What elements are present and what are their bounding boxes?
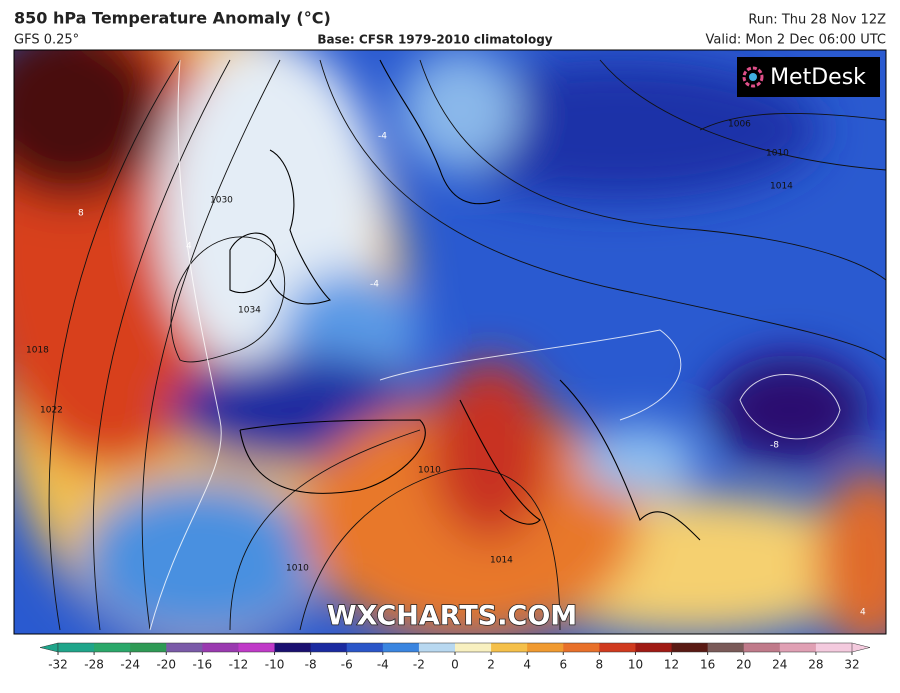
colorbar-label: 24 bbox=[772, 658, 787, 672]
contour-label: 1010 bbox=[286, 564, 309, 574]
colorbar-segment bbox=[166, 643, 203, 652]
logo: MetDesk bbox=[770, 65, 866, 90]
colorbar-label: 4 bbox=[523, 658, 531, 672]
colorbar-segment bbox=[346, 643, 384, 652]
colorbar-label: -16 bbox=[193, 658, 213, 672]
colorbar: -32 -28 -24 -20 -16 -12 -10 -8 -6 -4 -2 0 2 4 6 8 10 12 16… bbox=[39, 642, 871, 672]
logo-mark bbox=[742, 66, 764, 88]
contour-label: 1022 bbox=[40, 406, 63, 416]
contour-label: -4 bbox=[378, 132, 387, 142]
contour-label: 1006 bbox=[728, 120, 751, 130]
title: 850 hPa Temperature Anomaly (°C) bbox=[14, 9, 331, 28]
colorbar-segment bbox=[671, 643, 709, 652]
colorbar-segment bbox=[382, 643, 420, 652]
colorbar-segment bbox=[635, 643, 673, 652]
contour-label: -4 bbox=[370, 280, 379, 290]
colorbar-segment bbox=[779, 643, 817, 652]
contour-label: 1010 bbox=[766, 149, 789, 159]
coastlines bbox=[229, 59, 701, 541]
colorbar-end bbox=[851, 642, 871, 653]
colorbar-segment bbox=[202, 643, 239, 652]
colorbar-label: -12 bbox=[229, 658, 249, 672]
watermark: WXCHARTS.COM bbox=[327, 601, 577, 632]
colorbar-label: 20 bbox=[736, 658, 751, 672]
colorbar-segment bbox=[238, 643, 276, 652]
colorbar-segment bbox=[455, 643, 492, 652]
colorbar-segment bbox=[599, 643, 636, 652]
colorbar-segment bbox=[418, 643, 456, 652]
contour-label: 8 bbox=[78, 209, 84, 219]
colorbar-label: 10 bbox=[628, 658, 643, 672]
colorbar-label: 2 bbox=[487, 658, 495, 672]
colorbar-label: 0 bbox=[451, 658, 459, 672]
contour-label: 1030 bbox=[210, 196, 233, 206]
colorbar-label: -10 bbox=[265, 658, 285, 672]
model: GFS 0.25° bbox=[14, 33, 79, 48]
colorbar-segment bbox=[743, 643, 781, 652]
map-frame bbox=[13, 49, 887, 635]
contour-label: 1018 bbox=[26, 346, 49, 356]
contour-label: 4 bbox=[860, 608, 866, 618]
colorbar-label: 32 bbox=[844, 658, 859, 672]
colorbar-segment bbox=[707, 643, 745, 652]
isobars bbox=[48, 59, 886, 631]
colorbar-label: -32 bbox=[48, 658, 68, 672]
colorbar-label: -4 bbox=[377, 658, 389, 672]
run-time: Run: Thu 28 Nov 12Z bbox=[748, 13, 886, 28]
contour-label: 1014 bbox=[770, 182, 793, 192]
colorbar-segment bbox=[94, 643, 131, 652]
colorbar-segment bbox=[527, 643, 564, 652]
colorbar-label: -8 bbox=[305, 658, 317, 672]
colorbar-segment bbox=[310, 643, 348, 652]
colorbar-label: -20 bbox=[156, 658, 176, 672]
colorbar-segment bbox=[130, 643, 167, 652]
contour-labels: 1030 1034 1022 1018 1010 1014 1006 1010 … bbox=[26, 120, 866, 618]
colorbar-segment bbox=[58, 643, 95, 652]
colorbar-segment bbox=[491, 643, 528, 652]
colorbar-label: 6 bbox=[559, 658, 567, 672]
valid-time: Valid: Mon 2 Dec 06:00 UTC bbox=[706, 33, 886, 48]
map: 1030 1034 1022 1018 1010 1014 1006 1010 … bbox=[14, 50, 886, 634]
colorbar-label: -24 bbox=[120, 658, 140, 672]
colorbar-label: -28 bbox=[84, 658, 104, 672]
colorbar-label: 28 bbox=[808, 658, 823, 672]
temperature-contours bbox=[149, 59, 841, 631]
contour-label: 1014 bbox=[490, 556, 513, 566]
contour-label: -8 bbox=[770, 441, 779, 451]
colorbar-label: 12 bbox=[664, 658, 679, 672]
base-note: Base: CFSR 1979-2010 climatology bbox=[317, 33, 552, 47]
colorbar-end bbox=[39, 642, 59, 653]
colorbar-label: -6 bbox=[341, 658, 353, 672]
colorbar-segment bbox=[274, 643, 312, 652]
colorbar-label: 16 bbox=[700, 658, 715, 672]
colorbar-label: -2 bbox=[413, 658, 425, 672]
contour-label: 1034 bbox=[238, 306, 261, 316]
contour-label: 4 bbox=[186, 242, 192, 252]
contour-label: 1010 bbox=[418, 466, 441, 476]
colorbar-label: 8 bbox=[596, 658, 604, 672]
colorbar-segment bbox=[563, 643, 600, 652]
colorbar-segment bbox=[815, 643, 853, 652]
